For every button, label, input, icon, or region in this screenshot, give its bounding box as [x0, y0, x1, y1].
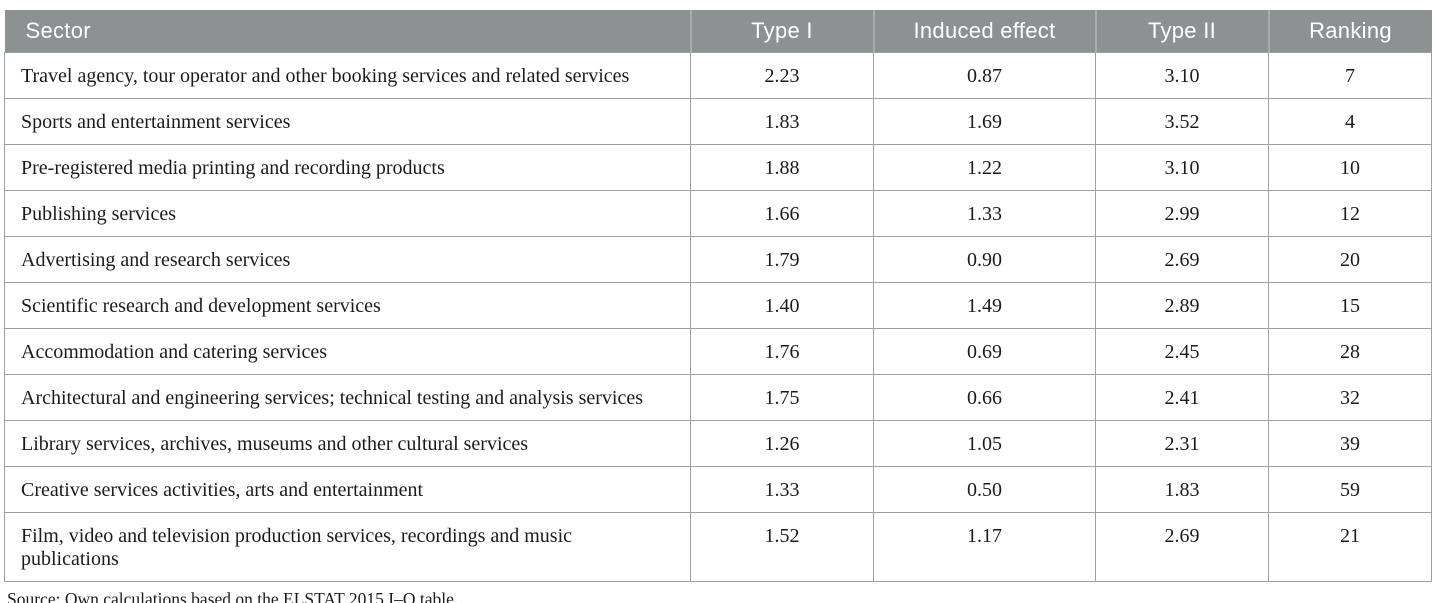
table-row: Creative services activities, arts and e…: [4, 466, 1432, 513]
ranking-cell: 10: [1268, 144, 1432, 191]
type-i-cell: 2.23: [690, 52, 874, 99]
type-ii-cell: 3.10: [1095, 144, 1269, 191]
type-ii-cell: 2.89: [1095, 282, 1269, 329]
column-header-type-ii: Type II: [1094, 10, 1269, 53]
ranking-cell: 21: [1268, 512, 1432, 582]
sector-cell: Pre-registered media printing and record…: [4, 144, 691, 191]
induced-effect-cell: 1.22: [873, 144, 1096, 191]
column-header-induced-effect: Induced effect: [872, 10, 1096, 53]
table-row: Library services, archives, museums and …: [4, 420, 1432, 467]
ranking-cell: 7: [1268, 52, 1432, 99]
induced-effect-cell: 1.49: [873, 282, 1096, 329]
ranking-cell: 4: [1268, 98, 1432, 145]
type-ii-cell: 2.45: [1095, 328, 1269, 375]
column-header-sector: Sector: [4, 10, 691, 53]
sector-cell: Film, video and television production se…: [4, 512, 691, 582]
source-note: Source: Own calculations based on the EL…: [7, 589, 459, 603]
type-i-cell: 1.40: [690, 282, 874, 329]
type-i-cell: 1.26: [690, 420, 874, 467]
sector-cell: Sports and entertainment services: [4, 98, 691, 145]
ranking-cell: 32: [1268, 374, 1432, 421]
table-body: Travel agency, tour operator and other b…: [4, 52, 1432, 582]
type-ii-cell: 2.41: [1095, 374, 1269, 421]
ranking-cell: 59: [1268, 466, 1432, 513]
ranking-cell: 39: [1268, 420, 1432, 467]
type-i-cell: 1.83: [690, 98, 874, 145]
induced-effect-cell: 0.87: [873, 52, 1096, 99]
type-i-cell: 1.66: [690, 190, 874, 237]
type-i-cell: 1.76: [690, 328, 874, 375]
type-ii-cell: 2.69: [1095, 512, 1269, 582]
table-row: Travel agency, tour operator and other b…: [4, 52, 1432, 99]
ranking-cell: 28: [1268, 328, 1432, 375]
ranking-cell: 12: [1268, 190, 1432, 237]
type-ii-cell: 2.69: [1095, 236, 1269, 283]
table-row: Pre-registered media printing and record…: [4, 144, 1432, 191]
table-row: Accommodation and catering services 1.76…: [4, 328, 1432, 375]
induced-effect-cell: 0.50: [873, 466, 1096, 513]
table-header: Sector Type I Induced effect Type II Ran…: [4, 10, 1432, 53]
induced-effect-cell: 0.69: [873, 328, 1096, 375]
column-header-ranking: Ranking: [1267, 10, 1432, 53]
type-ii-cell: 2.31: [1095, 420, 1269, 467]
column-header-type-i: Type I: [689, 10, 874, 53]
sector-cell: Scientific research and development serv…: [4, 282, 691, 329]
type-i-cell: 1.33: [690, 466, 874, 513]
induced-effect-cell: 1.69: [873, 98, 1096, 145]
type-i-cell: 1.79: [690, 236, 874, 283]
induced-effect-cell: 1.17: [873, 512, 1096, 582]
sector-cell: Accommodation and catering services: [4, 328, 691, 375]
table-row: Sports and entertainment services 1.83 1…: [4, 98, 1432, 145]
sector-cell: Creative services activities, arts and e…: [4, 466, 691, 513]
sector-cell: Advertising and research services: [4, 236, 691, 283]
induced-effect-cell: 1.33: [873, 190, 1096, 237]
table-row: Publishing services 1.66 1.33 2.99 12: [4, 190, 1432, 237]
sector-cell: Architectural and engineering services; …: [4, 374, 691, 421]
header-row: Sector Type I Induced effect Type II Ran…: [4, 10, 1432, 53]
ranking-cell: 15: [1268, 282, 1432, 329]
multipliers-table: Sector Type I Induced effect Type II Ran…: [4, 10, 1432, 582]
sector-cell: Library services, archives, museums and …: [4, 420, 691, 467]
induced-effect-cell: 0.66: [873, 374, 1096, 421]
induced-effect-cell: 1.05: [873, 420, 1096, 467]
type-ii-cell: 2.99: [1095, 190, 1269, 237]
sector-cell: Travel agency, tour operator and other b…: [4, 52, 691, 99]
type-i-cell: 1.88: [690, 144, 874, 191]
table-row: Scientific research and development serv…: [4, 282, 1432, 329]
table-row: Advertising and research services 1.79 0…: [4, 236, 1432, 283]
induced-effect-cell: 0.90: [873, 236, 1096, 283]
type-ii-cell: 1.83: [1095, 466, 1269, 513]
type-ii-cell: 3.10: [1095, 52, 1269, 99]
sector-cell: Publishing services: [4, 190, 691, 237]
table-row: Architectural and engineering services; …: [4, 374, 1432, 421]
ranking-cell: 20: [1268, 236, 1432, 283]
type-i-cell: 1.75: [690, 374, 874, 421]
type-i-cell: 1.52: [690, 512, 874, 582]
table-row: Film, video and television production se…: [4, 512, 1432, 582]
type-ii-cell: 3.52: [1095, 98, 1269, 145]
